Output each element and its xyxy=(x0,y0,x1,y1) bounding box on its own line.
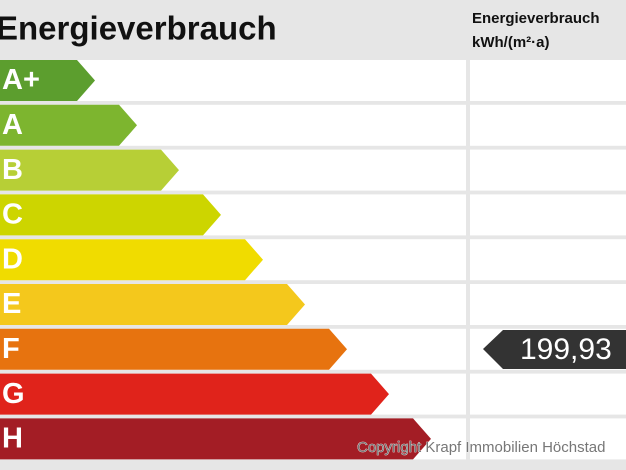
copyright: Copyright Krapf Immobilien Höchstad xyxy=(357,439,605,456)
row-cell-right xyxy=(470,149,626,191)
class-label: A xyxy=(2,109,23,141)
column-unit: kWh/(m²·a) xyxy=(472,34,550,51)
row-cell-right xyxy=(470,60,626,101)
class-label: H xyxy=(2,423,23,455)
rating-marker: 199,93 xyxy=(483,330,626,369)
class-label: A+ xyxy=(2,64,40,96)
row-cell-right xyxy=(470,418,626,460)
class-arrow xyxy=(0,149,179,191)
class-arrow xyxy=(0,284,305,325)
class-label: F xyxy=(2,333,20,365)
class-arrow xyxy=(0,104,137,146)
class-label: E xyxy=(2,288,21,320)
class-label: C xyxy=(2,199,23,231)
marker-value: 199,93 xyxy=(520,333,612,366)
row-cell-right xyxy=(470,104,626,146)
class-arrow xyxy=(0,239,263,281)
row-cell-right xyxy=(470,284,626,325)
column-title: Energieverbrauch xyxy=(472,10,600,27)
class-arrow xyxy=(0,328,347,370)
class-arrow xyxy=(0,373,389,415)
row-cell-right xyxy=(470,194,626,236)
row-cell-right xyxy=(470,373,626,415)
class-label: D xyxy=(2,243,23,275)
class-label: B xyxy=(2,154,23,186)
marker-arrow xyxy=(483,330,626,369)
class-label: G xyxy=(2,378,25,410)
row-cell-right xyxy=(470,239,626,281)
class-arrow xyxy=(0,60,95,101)
class-arrow xyxy=(0,418,431,460)
title: Energieverbrauch xyxy=(0,10,277,47)
class-arrow xyxy=(0,194,221,236)
